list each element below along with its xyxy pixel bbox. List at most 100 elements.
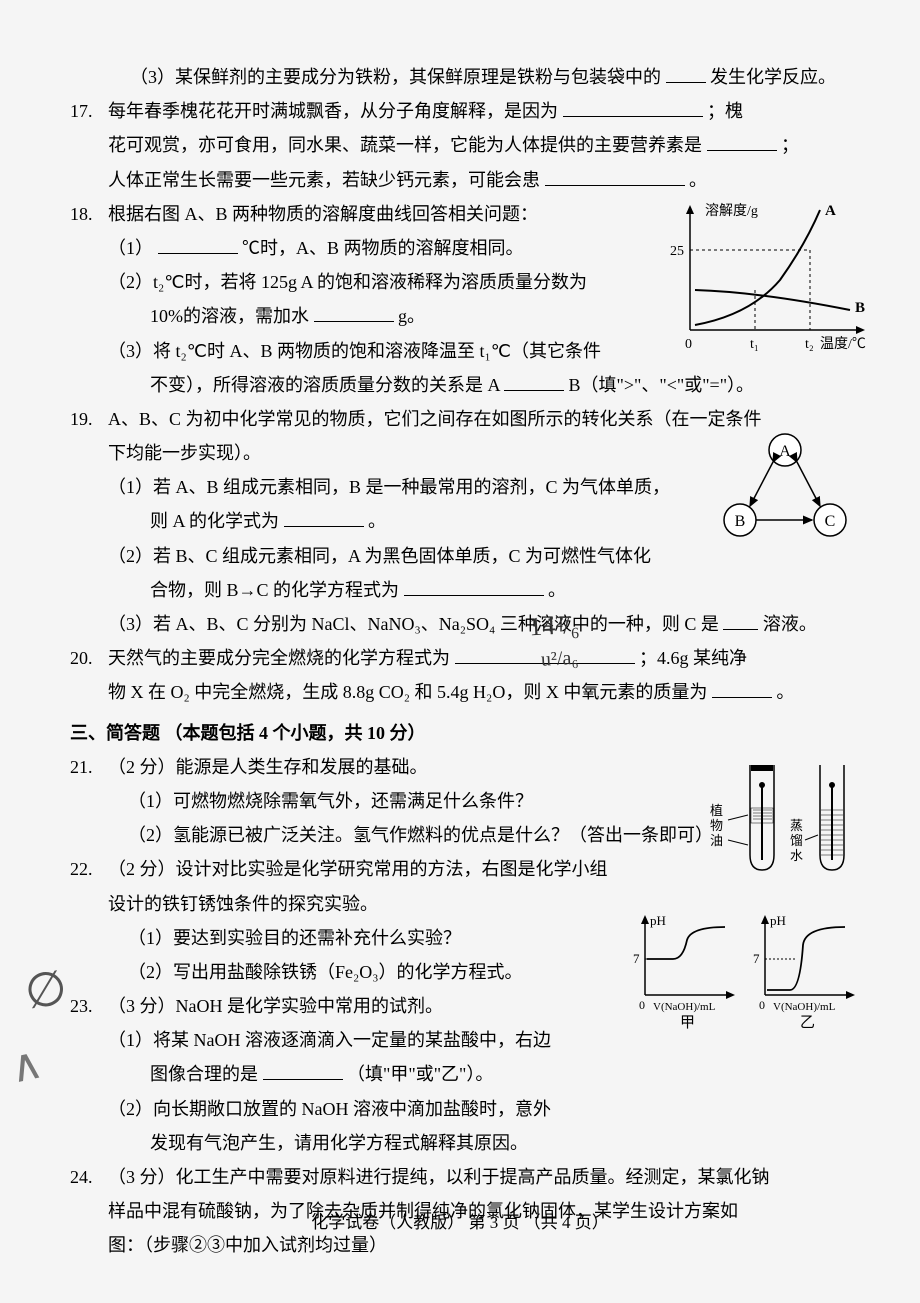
q19-num: 19. [70, 402, 93, 436]
blank [263, 1062, 343, 1080]
solubility-graph: 溶解度/g 温度/℃ 25 A B 0 t₁ t₂ [660, 200, 875, 360]
q19-s2c: 。 [548, 580, 566, 600]
q19-s3a: （3）若 A、B、C 分别为 NaCl、NaNO₃、Na₂SO₄ 三种溶液中的一… [108, 614, 719, 634]
q18-s1a: （1） [108, 238, 153, 258]
blank [666, 65, 706, 83]
note-1: 14²/₆ [528, 610, 580, 642]
tube-label-2a: 蒸 [790, 818, 803, 833]
q19-s3b: 溶液。 [763, 614, 817, 634]
blank [504, 373, 564, 391]
curve-a-label: A [825, 203, 836, 219]
q17-l1a: 每年春季槐花花开时满城飘香，从分子角度解释，是因为 [108, 101, 558, 121]
ph-graphs: pH 7 V(NaOH)/mL 甲 0 pH 7 V(NaOH)/mL 乙 0 [625, 915, 870, 1035]
graph-label-b: 乙 [800, 1015, 815, 1031]
svg-text:0: 0 [639, 998, 645, 1012]
q24-l1: （3 分）化工生产中需要对原料进行提纯，以利于提高产品质量。经测定，某氯化钠 [108, 1167, 770, 1187]
blank [712, 680, 772, 698]
q18-num: 18. [70, 197, 93, 231]
q24-l3: 图：（步骤②③中加入试剂均过量） [108, 1235, 387, 1255]
blank [284, 509, 364, 527]
q22-s2: （2）写出用盐酸除铁锈（Fe₂O₃）的化学方程式。 [128, 962, 523, 982]
q20-l1a: 天然气的主要成分完全燃烧的化学方程式为 [108, 648, 450, 668]
q23-s1b: 图像合理的是 [150, 1064, 258, 1084]
q16-sub3: （3）某保鲜剂的主要成分为铁粉，其保鲜原理是铁粉与包装袋中的 发生化学反应。 [70, 60, 860, 94]
q18-s1b: ℃时，A、B 两物质的溶解度相同。 [242, 238, 524, 258]
q19-s1a: （1）若 A、B 组成元素相同，B 是一种最常用的溶剂，C 为气体单质， [108, 477, 670, 497]
q22-intro2: 设计的铁钉锈蚀条件的探究实验。 [108, 894, 378, 914]
q23-intro: （3 分）NaOH 是化学实验中常用的试剂。 [108, 996, 443, 1016]
q18-s3a: （3）将 t₂℃时 A、B 两物质的饱和溶液降温至 t₁℃（其它条件 [108, 341, 601, 361]
ph-label-1: pH [650, 915, 666, 928]
blank [723, 612, 758, 630]
student-annotation: 14²/₆ u²/a₆ [528, 609, 581, 674]
q19-s1c: 。 [368, 511, 386, 531]
svg-text:0: 0 [759, 998, 765, 1012]
test-tubes: 植 物 油 蒸 馏 水 [690, 760, 870, 880]
q18-s3c: B（填">"、"<"或"="）。 [569, 375, 755, 395]
q18-intro: 根据右图 A、B 两种物质的溶解度曲线回答相关问题： [108, 204, 538, 224]
q22-s1: （1）要达到实验目的还需补充什么实验？ [128, 928, 461, 948]
q20-l2a: 物 X 在 O₂ 中完全燃烧，生成 8.8g CO₂ 和 5.4g H₂O，则 … [108, 682, 707, 702]
q17-l2a: 花可观赏，亦可食用，同水果、蔬菜一样，它能为人体提供的主要营养素是 [108, 135, 702, 155]
q21-s2: （2）氢能源已被广泛关注。氢气作燃料的优点是什么？（答出一条即可） [128, 825, 713, 845]
x-label-1: V(NaOH)/mL [653, 1001, 716, 1013]
blank [314, 304, 394, 322]
tube-label-1a: 植 [710, 803, 723, 818]
q17-l3b: 。 [689, 170, 707, 190]
q19-intro: A、B、C 为初中化学常见的物质，它们之间存在如图所示的转化关系（在一定条件 [108, 409, 762, 429]
q23-s2b: 发现有气泡产生，请用化学方程式解释其原因。 [150, 1133, 528, 1153]
margin-scribble-1: ∅ [21, 959, 70, 1020]
q17-l3a: 人体正常生长需要一些元素，若缺少钙元素，可能会患 [108, 170, 540, 190]
note-2: u²/a₆ [540, 647, 579, 671]
q21-num: 21. [70, 750, 93, 784]
margin-scribble-2: ∧ [5, 1037, 47, 1094]
ph-label-2: pH [770, 915, 786, 928]
q18-s2a: （2）t₂℃时，若将 125g A 的饱和溶液稀释为溶质质量分数为 [108, 272, 587, 292]
tube-label-1c: 油 [710, 833, 723, 848]
x-label-2: V(NaOH)/mL [773, 1001, 836, 1013]
q16-3-text-a: （3）某保鲜剂的主要成分为铁粉，其保鲜原理是铁粉与包装袋中的 [130, 67, 661, 87]
q18-s2b: 10%的溶液，需加水 [150, 306, 309, 326]
tube-label-2b: 馏 [790, 833, 803, 848]
node-c: C [825, 513, 836, 530]
q17-l2b: ； [781, 135, 799, 155]
q24-num: 24. [70, 1160, 93, 1194]
x0: 0 [685, 337, 692, 352]
q20-l2b: 。 [776, 682, 794, 702]
q17: 17. 每年春季槐花花开时满城飘香，从分子角度解释，是因为 ；槐 花可观赏，亦可… [70, 94, 860, 197]
ph-7-1: 7 [633, 951, 640, 966]
q21-intro: （2 分）能源是人类生存和发展的基础。 [108, 757, 428, 777]
q18-s2c: g。 [398, 306, 425, 326]
q17-num: 17. [70, 94, 93, 128]
y-label: 溶解度/g [705, 203, 758, 219]
page-footer: 化学试卷（人教版） 第 3 页 （共 4 页） [0, 1208, 920, 1233]
graph-label-a: 甲 [680, 1015, 695, 1031]
x-label: 温度/℃ [820, 336, 866, 352]
q19-s2b: 合物，则 B→C 的化学方程式为 [150, 580, 399, 600]
blank [563, 99, 703, 117]
section-3-header: 三、简答题 （本题包括 4 个小题，共 10 分） [70, 716, 860, 750]
q23-s1c: （填"甲"或"乙"）。 [347, 1064, 493, 1084]
q23-s1a: （1）将某 NaOH 溶液逐滴滴入一定量的某盐酸中，右边 [108, 1030, 551, 1050]
q19-intro2: 下均能一步实现）。 [108, 443, 261, 463]
x1: t₁ [750, 337, 759, 352]
blank [707, 133, 777, 151]
tube-label-1b: 物 [710, 818, 723, 833]
node-b: B [735, 513, 746, 530]
q19-s1b: 则 A 的化学式为 [150, 511, 279, 531]
q19-s2a: （2）若 B、C 组成元素相同，A 为黑色固体单质，C 为可燃性气体化 [108, 546, 651, 566]
q23-s2a: （2）向长期敞口放置的 NaOH 溶液中滴加盐酸时，意外 [108, 1099, 551, 1119]
exam-page: （3）某保鲜剂的主要成分为铁粉，其保鲜原理是铁粉与包装袋中的 发生化学反应。 1… [70, 60, 860, 1263]
q22-num: 22. [70, 852, 93, 886]
triangle-diagram: A B C [720, 430, 850, 545]
q18-s3b: 不变），所得溶液的溶质质量分数的关系是 A [150, 375, 500, 395]
q22-intro: （2 分）设计对比实验是化学研究常用的方法，右图是化学小组 [108, 859, 608, 879]
tube-label-2c: 水 [790, 848, 803, 863]
blank [545, 168, 685, 186]
q20-l1b: ；4.6g 某纯净 [639, 648, 747, 668]
blank [158, 236, 238, 254]
x2: t₂ [805, 337, 814, 352]
ph-7-2: 7 [753, 951, 760, 966]
node-a: A [779, 443, 791, 460]
q20: 20. 天然气的主要成分完全燃烧的化学方程式为 ；4.6g 某纯净 物 X 在 … [70, 641, 860, 709]
